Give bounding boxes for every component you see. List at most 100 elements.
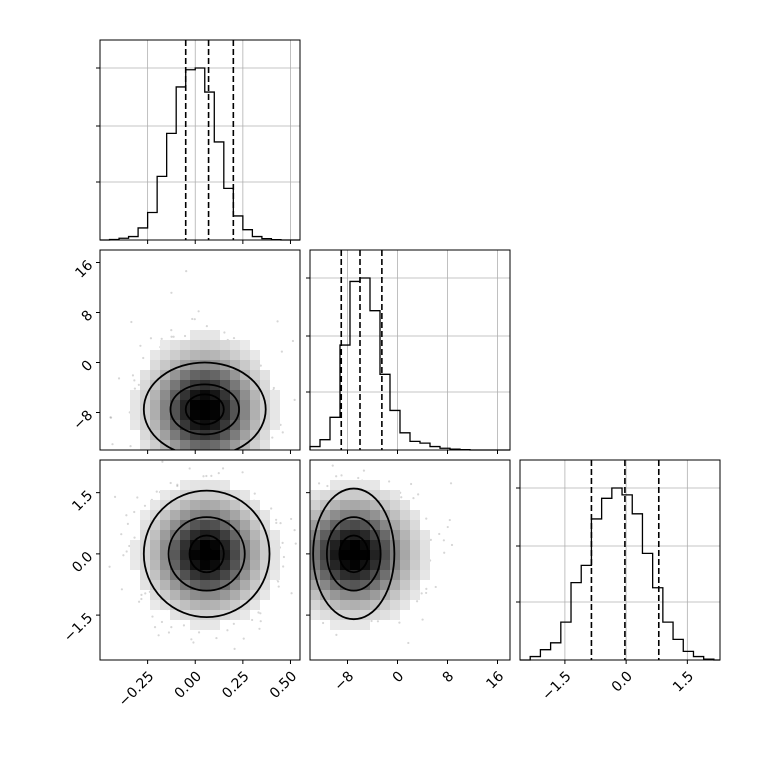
joint-0-point <box>207 465 209 467</box>
joint-0-density-cell <box>250 420 260 430</box>
joint-1-density-cell <box>200 480 210 490</box>
joint-1-density-cell <box>220 570 230 580</box>
ytick-label-1-0: −8 <box>70 407 96 433</box>
joint-0-point <box>224 475 226 477</box>
joint-0-density-cell <box>160 340 170 350</box>
joint-1-density-cell <box>170 560 180 570</box>
joint-2-point <box>307 499 309 501</box>
joint-1-frame <box>99 459 301 661</box>
joint-1-density-cell <box>200 620 210 630</box>
joint-2-density-cell <box>360 610 370 620</box>
joint-0-point <box>170 291 173 294</box>
joint-0-point <box>220 465 222 467</box>
joint-1-point <box>136 496 139 499</box>
joint-2-point <box>292 582 294 584</box>
joint-1-density-cell <box>130 560 140 570</box>
joint-2-density-cell <box>310 580 320 590</box>
joint-2-density-cell <box>340 580 350 590</box>
joint-1-point <box>108 565 111 568</box>
joint-2-density-cell <box>390 540 400 550</box>
joint-0-density-cell <box>230 360 240 370</box>
joint-2-density-cell <box>340 620 350 630</box>
joint-2-point <box>357 476 360 480</box>
hist-2-frame <box>519 459 721 661</box>
joint-0-point <box>185 270 188 273</box>
joint-0-point <box>191 317 194 321</box>
joint-2-density-cell <box>410 540 420 550</box>
joint-0-density-cell <box>260 390 270 400</box>
joint-1-density-cell <box>190 610 200 620</box>
joint-content-0 <box>109 270 296 477</box>
joint-2-density-cell <box>350 500 360 510</box>
joint-2-density-cell <box>380 600 390 610</box>
joint-0-density-cell <box>150 370 160 380</box>
joint-1-point <box>233 647 236 650</box>
joint-0-density-cell <box>160 400 170 410</box>
joint-0-density-cell <box>130 400 140 410</box>
joint-2-density-cell <box>390 490 400 500</box>
joint-1-density-cell <box>190 590 200 600</box>
joint-2-density-cell <box>320 550 330 560</box>
joint-1-density-cell <box>180 540 190 550</box>
joint-2-density-cell <box>360 530 370 540</box>
joint-1-density-cell <box>200 510 210 520</box>
joint-1-density-cell <box>200 540 210 550</box>
joint-2-density-cell <box>320 540 330 550</box>
joint-2-point <box>448 518 451 522</box>
joint-0-density-cell <box>180 420 190 430</box>
joint-0-density-cell <box>190 350 200 360</box>
joint-0-point <box>191 461 193 463</box>
joint-2-point <box>301 475 303 477</box>
joint-0-density-cell <box>220 400 230 410</box>
joint-0-point <box>222 470 224 472</box>
joint-1-density-cell <box>230 540 240 550</box>
joint-2-point <box>301 542 303 544</box>
joint-2-point <box>296 484 298 486</box>
joint-2-point <box>316 454 318 456</box>
joint-1-density-cell <box>240 540 250 550</box>
joint-0-density-cell <box>130 390 140 400</box>
joint-2-density-cell <box>350 620 360 630</box>
joint-1-density-cell <box>210 600 220 610</box>
joint-1-density-cell <box>210 590 220 600</box>
joint-2-density-cell <box>360 600 370 610</box>
joint-1-contour-3 <box>200 547 214 561</box>
ytick-label-1-1: 0 <box>79 357 97 375</box>
joint-0-density-cell <box>160 390 170 400</box>
joint-2-point <box>335 475 338 478</box>
joint-2-density-cell <box>380 510 390 520</box>
joint-panel-0-1 <box>96 249 301 477</box>
joint-2-density-cell <box>360 590 370 600</box>
joint-0-density-cell <box>260 440 270 450</box>
joint-1-density-cell <box>270 570 280 580</box>
joint-1-point <box>259 612 262 615</box>
joint-0-density-cell <box>230 400 240 410</box>
joint-1-density-cell <box>230 520 240 530</box>
joint-2-point <box>443 551 446 554</box>
joint-2-point <box>303 540 305 542</box>
joint-1-density-cell <box>260 570 270 580</box>
joint-2-point <box>306 545 308 547</box>
joint-1-density-cell <box>190 570 200 580</box>
joint-0-density-cell <box>220 370 230 380</box>
joint-0-point <box>142 356 145 360</box>
joint-2-point <box>292 595 294 597</box>
joint-1-point <box>188 467 191 470</box>
joint-2-density-cell <box>420 570 430 580</box>
joint-1-point <box>277 585 280 588</box>
joint-1-density-cell <box>170 510 180 520</box>
joint-1-density-cell <box>190 620 200 630</box>
joint-0-point <box>217 454 219 456</box>
joint-2-density-cell <box>330 570 340 580</box>
joint-0-density-cell <box>260 370 270 380</box>
joint-1-density-cell <box>260 520 270 530</box>
joint-2-point <box>283 510 285 512</box>
joint-0-density-cell <box>250 440 260 450</box>
hist-2-bars <box>520 487 720 661</box>
joint-2-point <box>295 553 297 555</box>
joint-2-point <box>265 503 267 505</box>
joint-1-density-cell <box>200 590 210 600</box>
joint-1-point <box>133 536 136 539</box>
joint-1-density-cell <box>240 610 250 620</box>
joint-2-point <box>304 509 306 511</box>
